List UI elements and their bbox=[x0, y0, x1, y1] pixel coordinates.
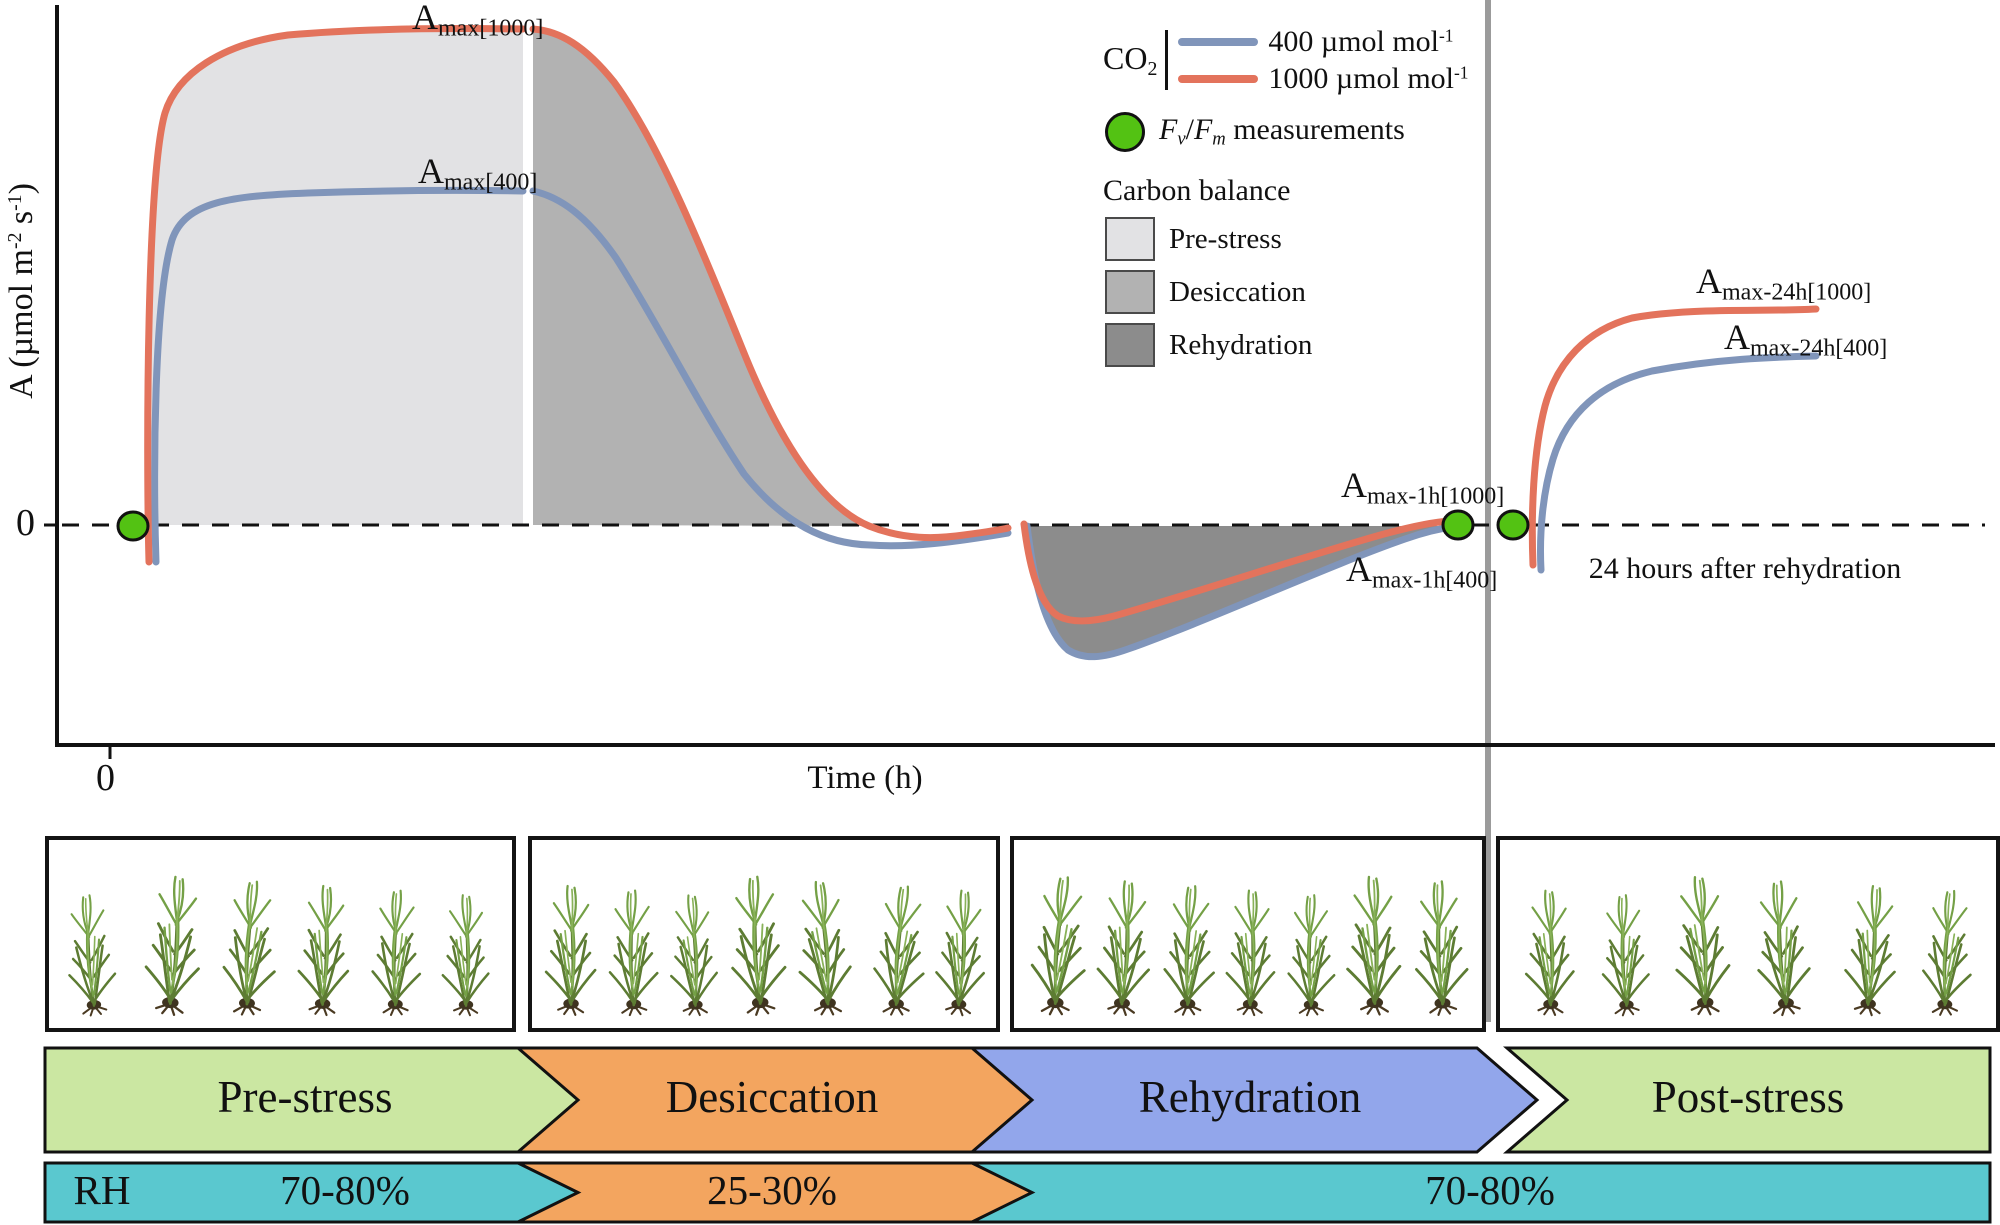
moss-plant bbox=[1344, 874, 1403, 1017]
moss-plant bbox=[141, 873, 207, 1018]
co2-1000-line-swatch bbox=[1178, 74, 1259, 83]
moss-plant bbox=[1841, 883, 1902, 1018]
co2-400-curve-desiccation bbox=[529, 187, 1012, 550]
legend-fvfm-row: Fv/Fm measurements bbox=[1103, 112, 1523, 152]
legend-entry-1000: 1000 µmol mol-1 bbox=[1178, 61, 1469, 96]
legend-1000-label: 1000 µmol mol-1 bbox=[1268, 61, 1469, 95]
moss-plant bbox=[441, 893, 490, 1017]
moss-plant bbox=[370, 888, 423, 1017]
pre-stress-area-swatch bbox=[1105, 217, 1155, 261]
moss-plant bbox=[1599, 893, 1652, 1018]
desiccation-area-swatch bbox=[1105, 270, 1155, 314]
moss-plant bbox=[933, 888, 990, 1018]
rehydration-area-label: Rehydration bbox=[1169, 328, 1313, 361]
fvfm-dot-pre-stress bbox=[116, 510, 150, 542]
moss-plant bbox=[295, 883, 352, 1018]
fvfm-dot-post-stress bbox=[1496, 509, 1530, 541]
pre-stress-area-label: Pre-stress bbox=[1169, 222, 1282, 255]
legend-fvfm-label: Fv/Fm measurements bbox=[1159, 113, 1405, 150]
co2-400-curve-post-stress bbox=[1537, 352, 1820, 574]
carbon-balance-title: Carbon balance bbox=[1103, 174, 1291, 207]
rh-row-label: RH bbox=[73, 1167, 131, 1213]
moss-plant bbox=[1670, 874, 1733, 1018]
co2-400-curve-pre-stress bbox=[151, 186, 527, 566]
annotation-amax-24h-400: Amax-24h[400] bbox=[1724, 317, 1888, 362]
legend-400-label: 400 µmol mol-1 bbox=[1268, 24, 1454, 58]
stage-label-pre-stress: Pre-stress bbox=[217, 1072, 393, 1122]
moss-plant bbox=[1094, 878, 1156, 1018]
legend-area-pre-stress: Pre-stress bbox=[1103, 217, 1523, 261]
legend-area-desiccation: Desiccation bbox=[1103, 270, 1523, 314]
moss-plant bbox=[62, 892, 120, 1019]
annotation-amax-1000: Amax[1000] bbox=[412, 0, 544, 42]
legend-co2-bracket bbox=[1165, 30, 1169, 90]
pre-stress-area bbox=[148, 28, 523, 526]
moss-plant bbox=[544, 884, 597, 1017]
banner-rehydration bbox=[967, 1046, 1540, 1154]
phase-separator-line bbox=[1485, 0, 1491, 1022]
moss-plant bbox=[1523, 888, 1576, 1017]
desiccation-area-label: Desiccation bbox=[1169, 275, 1306, 308]
co2-400-curve bbox=[151, 186, 1820, 661]
desiccation-area bbox=[533, 29, 869, 526]
co2-1000-curve-post-stress bbox=[1528, 305, 1820, 569]
moss-photo-box-pre-stress bbox=[45, 836, 516, 1032]
y-axis-label: A (µmol m-2 s-1) bbox=[3, 183, 40, 399]
rh-value-desiccation: 25-30% bbox=[707, 1167, 837, 1213]
moss-photo-box-post-stress bbox=[1496, 836, 2000, 1032]
moss-plant bbox=[1287, 893, 1336, 1017]
fvfm-dot-rehydration-end bbox=[1441, 509, 1475, 541]
legend: CO2 400 µmol mol-1 1000 µmol mol-1 Fv/Fm… bbox=[1103, 24, 1523, 367]
stage-label-post-stress: Post-stress bbox=[1651, 1072, 1845, 1122]
legend-area-rehydration: Rehydration bbox=[1103, 323, 1523, 367]
stage-banners bbox=[43, 1046, 1992, 1224]
legend-co2-row: CO2 400 µmol mol-1 1000 µmol mol-1 bbox=[1103, 24, 1523, 96]
moss-plant bbox=[1161, 883, 1218, 1018]
co2-400-curve-rehydration bbox=[1023, 522, 1462, 661]
annotation-amax-24h-1000: Amax-24h[1000] bbox=[1696, 261, 1872, 306]
co2-1000-curve-pre-stress bbox=[144, 25, 527, 566]
moss-plant bbox=[726, 874, 789, 1018]
co2-1000-curve-desiccation bbox=[529, 25, 1012, 542]
moss-plant bbox=[667, 893, 720, 1018]
co2-400-line-swatch bbox=[1178, 37, 1259, 46]
co2-1000-curve bbox=[144, 25, 1820, 625]
gas-exchange-chart bbox=[44, 5, 1995, 759]
moss-photo-box-rehydration bbox=[1010, 836, 1486, 1032]
moss-plant bbox=[1027, 873, 1093, 1018]
annotation-amax-1h-400: Amax-1h[400] bbox=[1346, 549, 1498, 594]
moss-plant bbox=[607, 888, 660, 1017]
moss-photo-box-desiccation bbox=[528, 836, 1000, 1032]
moss-plant bbox=[869, 883, 931, 1018]
moss-plant bbox=[220, 878, 281, 1018]
moss-plant bbox=[1411, 879, 1470, 1017]
stage-label-rehydration: Rehydration bbox=[1138, 1072, 1362, 1122]
hours-after-rehydration-note: 24 hours after rehydration bbox=[1588, 552, 1902, 585]
fvfm-dots bbox=[116, 509, 1530, 542]
moss-plant bbox=[792, 878, 855, 1018]
co2-1000-curve-rehydration bbox=[1020, 517, 1462, 625]
fvfm-dot-swatch bbox=[1105, 112, 1145, 152]
annotation-amax-1h-1000: Amax-1h[1000] bbox=[1341, 465, 1505, 510]
rh-banner-post bbox=[971, 1161, 1992, 1224]
x-axis-label: Time (h) bbox=[807, 760, 923, 796]
stage-label-desiccation: Desiccation bbox=[665, 1072, 879, 1122]
moss-plant bbox=[1751, 878, 1815, 1018]
annotation-amax-400: Amax[400] bbox=[418, 151, 538, 196]
legend-entry-400: 400 µmol mol-1 bbox=[1178, 24, 1468, 59]
x-zero-tick-label: 0 bbox=[96, 757, 115, 799]
moss-plant bbox=[1224, 888, 1277, 1017]
y-zero-tick-label: 0 bbox=[16, 502, 35, 544]
legend-co2-label: CO2 bbox=[1103, 39, 1158, 80]
moss-plant bbox=[1920, 888, 1977, 1018]
banner-post-stress bbox=[1502, 1046, 1992, 1154]
rh-value-pre: 70-80% bbox=[280, 1167, 410, 1213]
rh-value-post: 70-80% bbox=[1425, 1167, 1555, 1213]
rehydration-area-swatch bbox=[1105, 323, 1155, 367]
